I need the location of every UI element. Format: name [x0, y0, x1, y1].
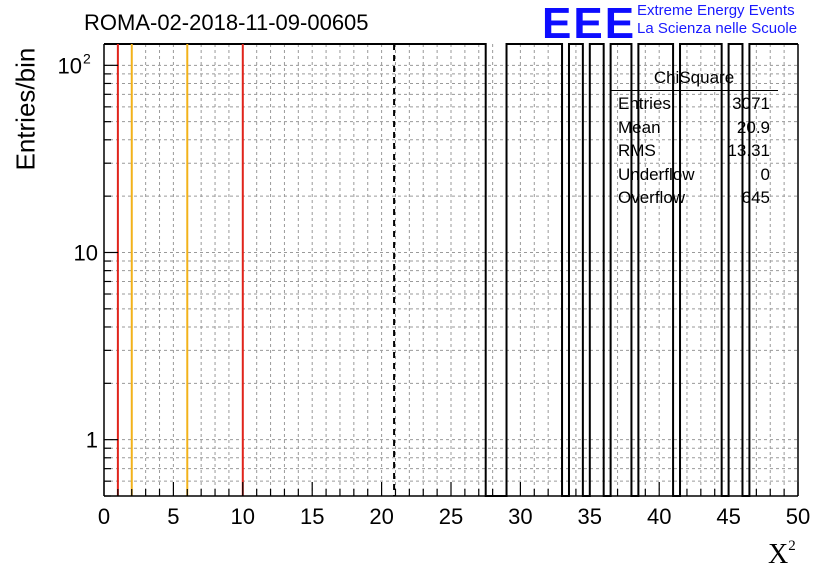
histogram-bin	[166, 132, 173, 496]
histogram-bin	[534, 238, 541, 496]
grid-lines	[104, 44, 798, 496]
stats-title: ChiSquare	[610, 68, 778, 91]
histogram-bin	[257, 127, 264, 496]
histogram-bin	[618, 225, 625, 496]
x-tick-label: 10	[231, 504, 255, 529]
histogram-bin	[652, 172, 659, 496]
histogram-bin	[180, 125, 187, 496]
x-tick-label: 30	[508, 504, 532, 529]
histogram-bin	[507, 144, 514, 496]
histogram-bin	[250, 136, 257, 496]
histogram-bin	[437, 196, 444, 496]
histogram-bin	[520, 188, 527, 496]
histogram-bin	[222, 144, 229, 496]
histogram-bin	[409, 196, 416, 496]
histogram-bin	[271, 148, 278, 496]
stats-row-mean: Mean 20.9	[618, 117, 770, 137]
histogram-bin	[104, 146, 111, 496]
histogram-bin	[368, 151, 375, 496]
x-tick-label: 25	[439, 504, 463, 529]
histogram-bin	[784, 214, 791, 496]
histogram-bin	[187, 117, 194, 496]
histogram-bin	[527, 252, 534, 496]
x-tick-label: 35	[578, 504, 602, 529]
histogram-bin	[298, 125, 305, 496]
histogram-bin	[590, 327, 597, 496]
histogram-bin	[777, 261, 784, 496]
histogram-bin	[361, 163, 368, 496]
histogram-bin	[548, 252, 555, 496]
histogram-bin	[465, 181, 472, 496]
histogram-bin	[215, 148, 222, 496]
x-tick-label: 40	[647, 504, 671, 529]
histogram-bin	[430, 196, 437, 496]
histogram-bin	[701, 188, 708, 496]
stats-row-rms: RMS 13.31	[618, 141, 770, 160]
x-tick-label: 15	[300, 504, 324, 529]
histogram-bin	[791, 196, 798, 496]
histogram-bin	[513, 181, 520, 496]
histogram-bin	[541, 245, 548, 496]
logo-line-2: La Scienza nelle Scuole	[637, 20, 798, 37]
histogram-bin	[451, 127, 458, 496]
histogram-bin	[139, 181, 146, 496]
histogram-bin	[201, 112, 208, 496]
eee-logo-text: Extreme Energy Events La Scienza nelle S…	[637, 2, 797, 38]
histogram-bin	[284, 252, 291, 496]
histogram-bin	[111, 155, 118, 496]
y-tick-superscript: 2	[83, 50, 91, 66]
x-tick-label: 20	[369, 504, 393, 529]
histogram-bin	[173, 225, 180, 496]
histogram-bin	[555, 136, 562, 496]
stats-row-entries: Entries 3071	[618, 94, 770, 113]
x-tick-label: 5	[167, 504, 179, 529]
y-tick-label: 10	[74, 240, 98, 265]
histogram-bin	[458, 169, 465, 496]
x-axis-label: X2	[768, 538, 796, 570]
stats-row-underflow: Underflow 0	[618, 164, 770, 184]
histogram-bin	[423, 294, 430, 496]
histogram-bin	[340, 196, 347, 496]
histogram-bin	[194, 350, 201, 496]
histogram-bin	[347, 146, 354, 496]
histogram-bin	[576, 214, 583, 496]
histogram-bin	[291, 350, 298, 496]
histogram-bin	[229, 115, 236, 496]
histogram-bin	[125, 140, 132, 496]
histogram-bin	[659, 166, 666, 496]
histogram-bin	[264, 252, 271, 496]
histogram-bin	[243, 115, 250, 496]
histogram-bin	[132, 146, 139, 496]
eee-logo: EEE	[542, 0, 637, 48]
histogram-bin	[687, 181, 694, 496]
histogram-bin	[402, 114, 409, 496]
histogram-bin	[444, 144, 451, 496]
histogram-bin	[236, 161, 243, 496]
x-tick-label: 45	[716, 504, 740, 529]
histogram-bin	[611, 238, 618, 496]
histogram-bin	[375, 196, 382, 496]
histogram-bin	[749, 225, 756, 496]
reference-lines	[116, 44, 396, 496]
stats-box: ChiSquare Entries 3071 Mean 20.9 RMS 13.31 …	[610, 68, 778, 210]
histogram-bin	[333, 163, 340, 496]
histogram-bin	[160, 245, 167, 496]
x-tick-label: 50	[786, 504, 810, 529]
histogram-bin	[146, 196, 153, 496]
histogram-bin	[118, 153, 125, 496]
plot-title: ROMA-02-2018-11-09-00605	[84, 10, 369, 35]
logo-line-1: Extreme Energy Events	[637, 2, 795, 19]
y-tick-label: 1	[86, 428, 98, 453]
histogram-bin	[382, 140, 389, 496]
stats-row-overflow: Overflow 645	[618, 188, 770, 207]
y-tick-label: 10	[58, 53, 82, 78]
y-axis-label: Entries/bin	[10, 47, 41, 171]
histogram-bin	[736, 163, 743, 496]
x-tick-label: 0	[98, 504, 110, 529]
